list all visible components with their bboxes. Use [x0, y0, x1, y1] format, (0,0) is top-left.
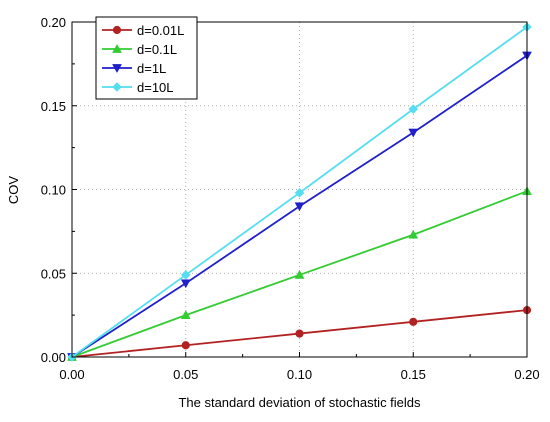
x-tick-label: 0.10	[287, 367, 312, 382]
x-tick-label: 0.05	[173, 367, 198, 382]
legend-marker	[112, 25, 122, 35]
x-tick-label: 0.20	[514, 367, 539, 382]
series-4	[67, 22, 532, 362]
data-point	[294, 187, 305, 198]
y-tick-label: 0.05	[41, 266, 66, 281]
y-tick-label: 0.00	[41, 350, 66, 365]
x-axis-title: The standard deviation of stochastic fie…	[178, 395, 421, 410]
x-axis: 0.00 0.05 0.10 0.15 0.20	[59, 352, 540, 382]
y-axis: 0.00 0.05 0.10 0.15 0.20	[41, 15, 77, 365]
legend-marker	[112, 43, 122, 53]
data-point	[180, 270, 191, 280]
series-layer	[67, 22, 532, 363]
data-point	[181, 341, 190, 350]
data-point	[409, 317, 418, 326]
legend-label: d=0.1L	[137, 42, 177, 57]
data-point	[408, 229, 419, 239]
legend: d=0.01L d=0.1L d=1L d=10L	[95, 16, 198, 100]
data-point	[295, 329, 304, 338]
data-point	[408, 128, 419, 138]
x-tick-label: 0.00	[59, 367, 84, 382]
y-tick-label: 0.20	[41, 15, 66, 30]
y-tick-label: 0.10	[41, 183, 66, 198]
x-tick-label: 0.15	[401, 367, 426, 382]
data-point	[408, 104, 419, 114]
data-point	[294, 202, 305, 212]
legend-label: d=0.01L	[137, 23, 184, 38]
legend-marker	[112, 82, 122, 92]
data-point	[180, 310, 191, 319]
legend-marker	[112, 64, 122, 74]
legend-label: d=1L	[137, 61, 166, 76]
legend-label: d=10L	[137, 80, 174, 95]
y-tick-label: 0.15	[41, 99, 66, 114]
data-point	[294, 269, 305, 279]
y-axis-title: COV	[6, 176, 21, 205]
